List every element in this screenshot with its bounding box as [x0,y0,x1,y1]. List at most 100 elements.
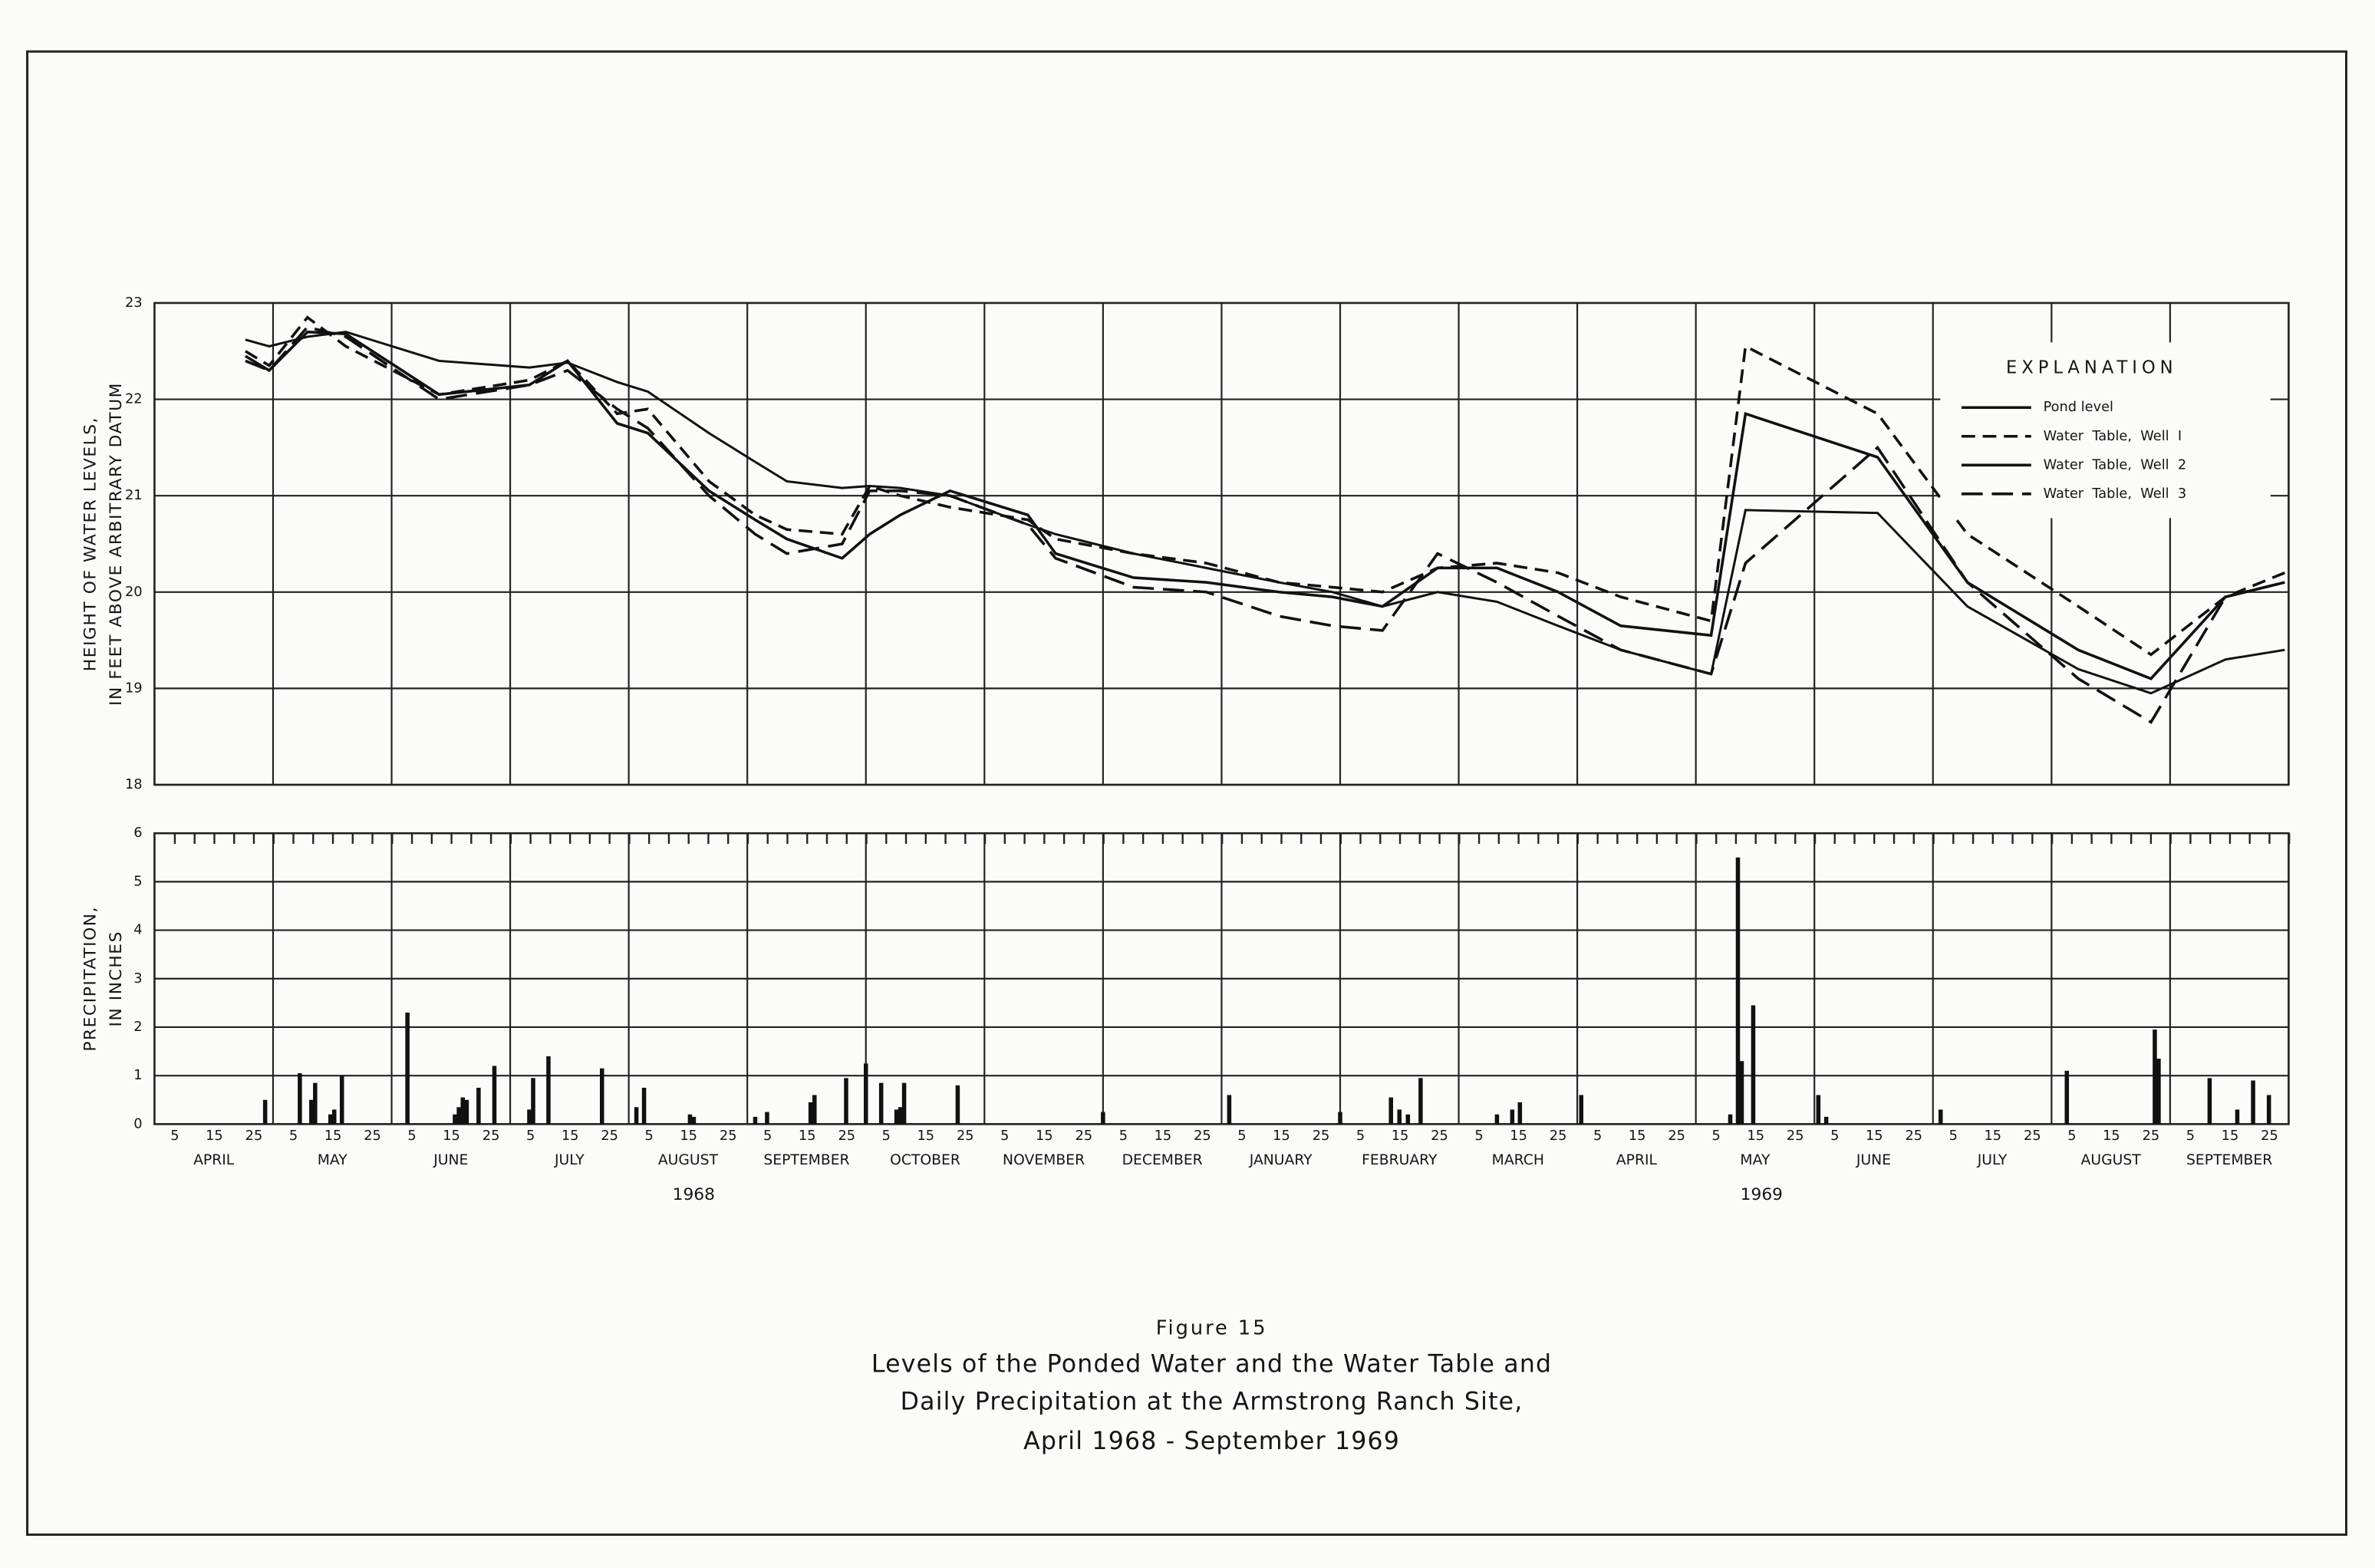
bar [1739,1061,1744,1125]
x-tick-label: 25 [483,1128,500,1144]
y-tick-label: 3 [133,971,142,987]
x-tick-label: 5 [763,1128,772,1144]
bar [1938,1109,1943,1125]
x-tick-label: 5 [1712,1128,1721,1144]
x-tick-label: 5 [407,1128,416,1144]
bar [1510,1109,1515,1125]
y-tick-label: 1 [133,1068,142,1083]
month-label: DECEMBER [1122,1152,1203,1168]
bar [492,1066,497,1125]
x-tick-label: 5 [526,1128,535,1144]
month-label: SEPTEMBER [2186,1152,2272,1168]
month-label: JULY [554,1152,585,1168]
month-label: APRIL [193,1152,235,1168]
x-tick-label: 25 [720,1128,737,1144]
month-label: MAY [1740,1152,1771,1168]
y-tick-label: 23 [125,295,143,311]
bar [262,1099,268,1125]
x-tick-label: 25 [2024,1128,2041,1144]
y-axis-label: IN INCHES [107,931,126,1026]
legend-label: Water Table, Well 2 [2044,457,2187,473]
series-line [244,330,2285,680]
x-tick-label: 25 [1076,1128,1093,1144]
x-tick-label: 5 [1593,1128,1602,1144]
bar [527,1109,532,1125]
month-label: OCTOBER [890,1152,960,1168]
bar [1823,1116,1829,1125]
y-axis-label: IN FEET ABOVE ARBITRARY DATUM [107,382,126,706]
x-tick-label: 15 [2103,1128,2120,1144]
bar [844,1078,848,1125]
x-tick-label: 5 [1949,1128,1958,1144]
year-label: 1968 [673,1185,715,1204]
bar [1517,1102,1523,1125]
bar [2156,1059,2161,1125]
x-tick-label: 15 [1155,1128,1172,1144]
x-tick-label: 5 [1474,1128,1483,1144]
x-tick-label: 5 [1830,1128,1839,1144]
bar [1338,1112,1342,1125]
y-tick-label: 18 [125,777,143,792]
x-tick-label: 25 [2143,1128,2160,1144]
bar [456,1107,461,1125]
series-line [245,331,2285,695]
series-line [245,325,2285,724]
bar [2064,1070,2070,1125]
x-tick-label: 5 [2186,1128,2195,1144]
month-label: JUNE [1856,1152,1891,1168]
bar [599,1068,604,1125]
x-tick-label: 15 [443,1128,460,1144]
bar [313,1082,318,1125]
y-tick-label: 4 [133,923,142,938]
y-tick-label: 19 [125,680,143,696]
x-tick-label: 5 [1237,1128,1246,1144]
x-tick-label: 25 [364,1128,381,1144]
y-tick-label: 20 [125,585,143,600]
bar [328,1114,333,1125]
x-tick-label: 25 [838,1128,855,1144]
bar [1101,1112,1105,1125]
bar [753,1116,758,1125]
y-tick-label: 21 [125,488,143,503]
bar [894,1109,899,1125]
bar [687,1114,693,1125]
legend-label: Water Table, Well I [2044,429,2182,444]
x-tick-label: 5 [289,1128,298,1144]
x-tick-label: 15 [1036,1128,1053,1144]
bar [765,1112,769,1125]
bar [1397,1109,1402,1125]
y-axis-label: HEIGHT OF WATER LEVELS, [81,417,100,671]
bar [309,1099,314,1125]
y-tick-label: 6 [133,825,142,841]
y-tick-label: 0 [133,1116,142,1132]
bar [1816,1095,1821,1125]
bar [1751,1005,1756,1125]
x-tick-label: 5 [1119,1128,1128,1144]
bar [339,1076,344,1125]
bar [1418,1078,1423,1125]
x-tick-label: 15 [1985,1128,2002,1144]
bar [2251,1080,2255,1125]
bar [460,1097,466,1125]
y-axis-label: PRECIPITATION, [81,906,100,1052]
bar [1735,857,1741,1125]
month-label: AUGUST [2081,1152,2142,1168]
bar [898,1107,903,1125]
y-tick-label: 22 [125,392,143,407]
bar [641,1087,647,1125]
x-tick-label: 25 [601,1128,618,1144]
bar [1728,1114,1733,1125]
legend-box [1940,342,2271,519]
month-label: JULY [1977,1152,2008,1168]
series-line [244,315,2285,657]
bar [863,1063,868,1125]
x-tick-label: 15 [1629,1128,1646,1144]
x-tick-label: 25 [1313,1128,1330,1144]
bar [2235,1109,2240,1125]
x-tick-label: 15 [206,1128,223,1144]
x-tick-label: 15 [1866,1128,1883,1144]
x-tick-label: 15 [324,1128,342,1144]
x-tick-label: 15 [799,1128,816,1144]
bar [808,1102,813,1125]
bar [546,1056,551,1125]
